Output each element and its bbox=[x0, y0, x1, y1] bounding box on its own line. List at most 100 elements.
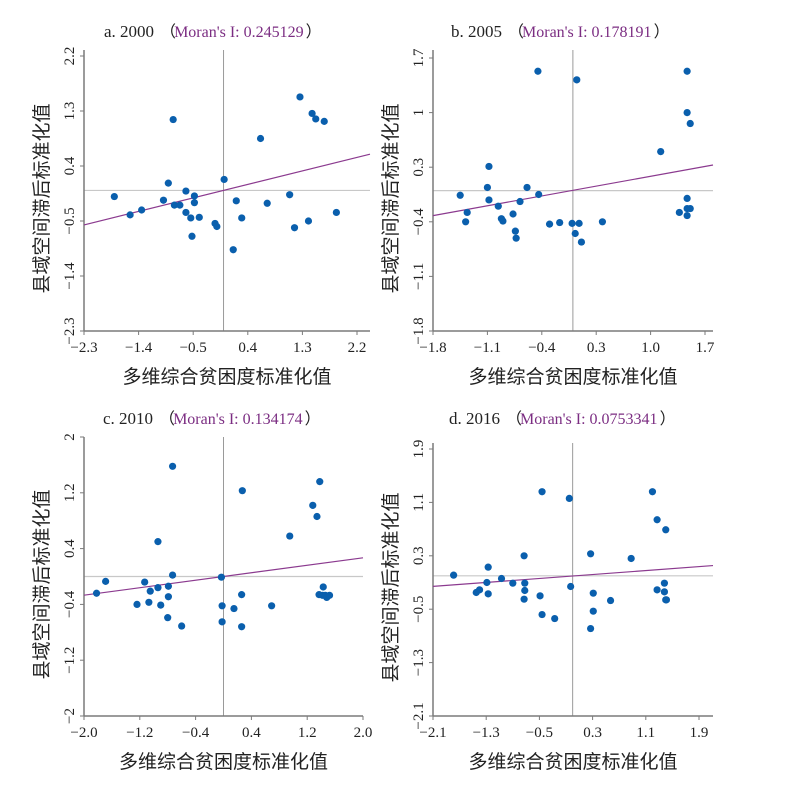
data-point bbox=[606, 596, 615, 605]
data-point bbox=[315, 591, 323, 599]
data-point bbox=[520, 552, 528, 560]
y-axis-label: 县域空间滞后标准化值 bbox=[380, 492, 402, 682]
data-point bbox=[286, 532, 294, 540]
data-point bbox=[188, 232, 196, 240]
x-tick-label: −0.4 bbox=[182, 725, 210, 741]
moran-label: Moran's I: 0.0753341 bbox=[520, 411, 658, 428]
data-point bbox=[521, 586, 529, 595]
data-point bbox=[157, 601, 165, 609]
data-point bbox=[312, 115, 320, 123]
data-point bbox=[450, 571, 458, 579]
x-axis-label: 多维综合贫困度标准化值 bbox=[119, 751, 328, 773]
panel-title-close-paren: ） bbox=[306, 23, 322, 41]
x-tick-label: 1.9 bbox=[690, 725, 709, 741]
data-point bbox=[483, 578, 491, 587]
x-tick-label: −2.3 bbox=[70, 340, 97, 356]
data-point bbox=[220, 175, 228, 184]
data-point bbox=[164, 593, 172, 601]
data-point bbox=[653, 586, 661, 594]
y-tick-label: −0.5 bbox=[411, 596, 427, 623]
y-axis-label: 县域空间滞后标准化值 bbox=[31, 103, 53, 293]
data-point bbox=[567, 582, 575, 591]
x-tick-label: −2.0 bbox=[70, 725, 97, 741]
data-point bbox=[168, 462, 177, 470]
y-tick-label: 1.7 bbox=[411, 48, 427, 67]
x-tick-label: 0.4 bbox=[242, 725, 261, 741]
panel-title-year: d. 2016 bbox=[449, 409, 500, 428]
data-point bbox=[516, 197, 524, 206]
data-point bbox=[256, 134, 265, 143]
data-point bbox=[509, 210, 517, 218]
x-tick-label: 1.0 bbox=[641, 340, 660, 356]
x-axis-label: 多维综合贫困度标准化值 bbox=[468, 366, 677, 388]
data-point bbox=[509, 579, 517, 587]
data-point bbox=[662, 596, 671, 604]
data-point bbox=[176, 201, 184, 209]
data-point bbox=[497, 574, 506, 583]
data-point bbox=[268, 602, 276, 610]
data-point bbox=[648, 488, 657, 496]
data-point bbox=[332, 208, 340, 217]
data-point bbox=[485, 162, 493, 171]
y-tick-label: 1.3 bbox=[62, 102, 78, 121]
y-tick-label: −2.3 bbox=[62, 317, 78, 344]
panel-title-open-paren: （ bbox=[160, 23, 176, 41]
data-point bbox=[571, 229, 579, 238]
data-point bbox=[627, 554, 635, 563]
data-point bbox=[195, 213, 203, 221]
data-point bbox=[229, 246, 237, 254]
y-tick-label: −1.1 bbox=[411, 263, 427, 290]
data-point bbox=[587, 550, 595, 558]
data-point bbox=[535, 190, 543, 199]
data-point bbox=[475, 586, 484, 594]
data-point bbox=[589, 589, 597, 597]
data-point bbox=[182, 208, 190, 217]
data-point bbox=[232, 197, 240, 205]
data-point bbox=[463, 208, 471, 217]
data-point bbox=[164, 179, 172, 187]
panel-title-year: a. 2000 bbox=[104, 22, 154, 41]
data-point bbox=[577, 238, 586, 246]
panel-a: a. 2000 （ Moran's I: 0.245129 ） 多维综合贫困度标… bbox=[31, 22, 371, 388]
y-tick-label: 1.2 bbox=[62, 483, 78, 502]
y-tick-label: 1.9 bbox=[411, 440, 427, 459]
moran-label: Moran's I: 0.178191 bbox=[522, 24, 652, 41]
moran-label: Moran's I: 0.245129 bbox=[174, 24, 304, 41]
data-point bbox=[662, 526, 670, 534]
panel-title-close-paren: ） bbox=[305, 410, 321, 428]
panel-d: d. 2016 （ Moran's I: 0.0753341 ） 多维综合贫困度… bbox=[380, 409, 714, 773]
data-point bbox=[523, 183, 531, 192]
data-point bbox=[164, 614, 172, 622]
x-tick-label: −1.4 bbox=[125, 340, 153, 356]
data-point bbox=[238, 591, 246, 599]
data-point bbox=[660, 579, 669, 587]
x-tick-label: 0.4 bbox=[238, 340, 257, 356]
data-point bbox=[145, 598, 153, 606]
data-point bbox=[286, 191, 294, 199]
x-tick-label: −1.2 bbox=[126, 725, 153, 741]
data-point bbox=[686, 119, 694, 128]
x-tick-label: 1.2 bbox=[298, 725, 317, 741]
y-tick-label: −0.4 bbox=[62, 590, 78, 618]
data-point bbox=[483, 183, 491, 192]
data-point bbox=[126, 211, 134, 219]
data-point bbox=[512, 234, 520, 242]
data-point bbox=[168, 571, 177, 579]
data-point bbox=[190, 199, 199, 207]
data-point bbox=[217, 573, 226, 581]
data-point bbox=[213, 222, 221, 231]
y-tick-label: −1.8 bbox=[411, 317, 427, 344]
regression-line bbox=[432, 164, 714, 217]
panel-title-year: b. 2005 bbox=[451, 22, 502, 41]
panel-title-open-paren: （ bbox=[506, 410, 522, 428]
data-point bbox=[683, 211, 691, 220]
data-point bbox=[133, 600, 141, 609]
x-tick-label: −1.3 bbox=[473, 725, 500, 741]
data-point bbox=[178, 622, 186, 630]
data-point bbox=[551, 614, 559, 623]
data-point bbox=[683, 109, 691, 117]
y-tick-label: 2.2 bbox=[62, 47, 78, 66]
data-point bbox=[154, 584, 162, 592]
data-point bbox=[238, 214, 246, 222]
